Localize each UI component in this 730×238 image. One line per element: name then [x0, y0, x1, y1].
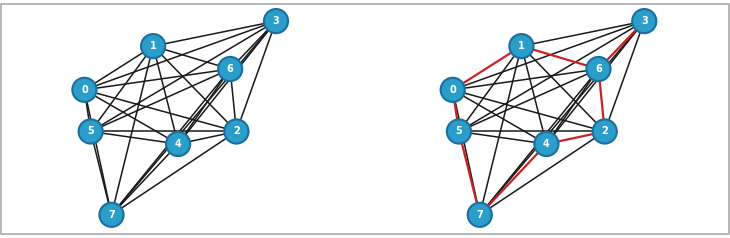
Text: 2: 2	[233, 126, 239, 137]
Circle shape	[141, 34, 165, 58]
Circle shape	[586, 57, 610, 81]
Text: 4: 4	[174, 139, 182, 149]
Text: 6: 6	[595, 64, 602, 74]
Text: 3: 3	[641, 16, 648, 26]
Text: 7: 7	[108, 210, 115, 220]
Circle shape	[632, 9, 656, 33]
Text: 0: 0	[81, 85, 88, 95]
Circle shape	[72, 78, 96, 102]
Text: 2: 2	[602, 126, 608, 137]
Text: 4: 4	[543, 139, 550, 149]
Text: 1: 1	[518, 41, 525, 51]
Text: 1: 1	[150, 41, 156, 51]
Circle shape	[441, 78, 465, 102]
Circle shape	[468, 203, 492, 227]
Text: 6: 6	[227, 64, 234, 74]
Circle shape	[264, 9, 288, 33]
Circle shape	[510, 34, 534, 58]
Circle shape	[593, 119, 617, 144]
Circle shape	[447, 119, 471, 144]
Circle shape	[224, 119, 248, 144]
Text: 3: 3	[272, 16, 280, 26]
Circle shape	[99, 203, 123, 227]
Circle shape	[218, 57, 242, 81]
Circle shape	[166, 132, 191, 156]
Text: 7: 7	[477, 210, 483, 220]
Text: 0: 0	[450, 85, 456, 95]
Text: 5: 5	[88, 126, 94, 137]
Text: 5: 5	[456, 126, 462, 137]
Circle shape	[534, 132, 558, 156]
Circle shape	[79, 119, 103, 144]
